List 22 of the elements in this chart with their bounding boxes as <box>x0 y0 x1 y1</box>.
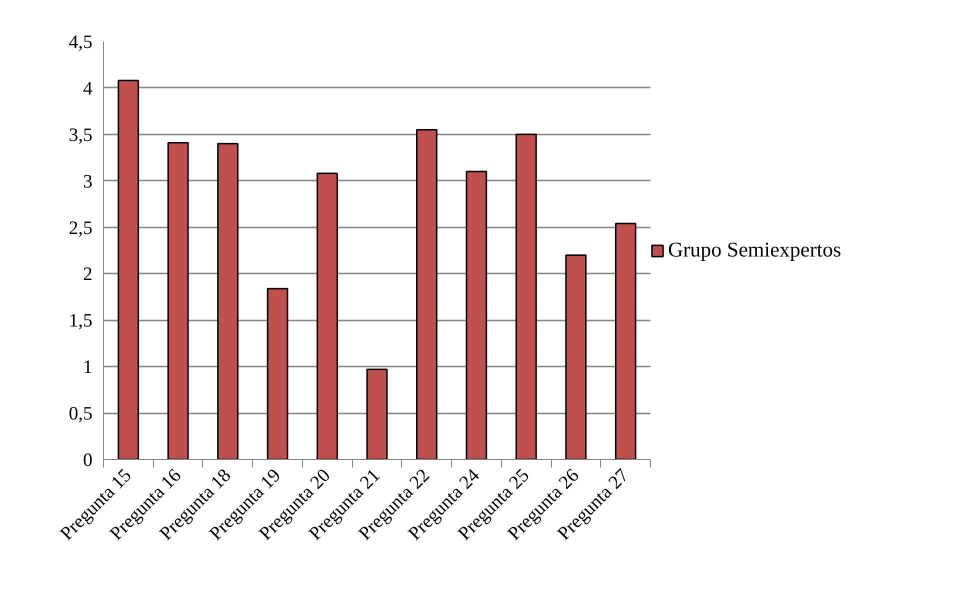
bar <box>515 134 537 460</box>
y-tick-label: 1,5 <box>68 310 92 332</box>
y-tick-label: 1 <box>83 357 92 378</box>
bar <box>466 170 488 460</box>
bar <box>416 128 438 460</box>
y-tick-label: 3 <box>83 171 92 192</box>
y-tick-label: 0,5 <box>68 404 92 425</box>
bar <box>316 172 338 460</box>
bar <box>167 142 189 460</box>
legend-label: Grupo Semiexpertos <box>668 238 842 262</box>
y-tick-label: 0 <box>83 450 92 471</box>
y-tick-label: 2 <box>83 264 92 286</box>
bar <box>266 288 288 460</box>
bar <box>217 142 239 460</box>
y-tick-label: 3,5 <box>68 124 92 146</box>
y-tick-label: 4,5 <box>68 32 92 53</box>
bar <box>565 254 587 460</box>
bar <box>614 222 636 460</box>
y-tick-label: 2,5 <box>68 218 92 239</box>
y-tick-label: 4 <box>83 78 93 100</box>
bar <box>366 368 388 460</box>
bar <box>118 80 140 460</box>
